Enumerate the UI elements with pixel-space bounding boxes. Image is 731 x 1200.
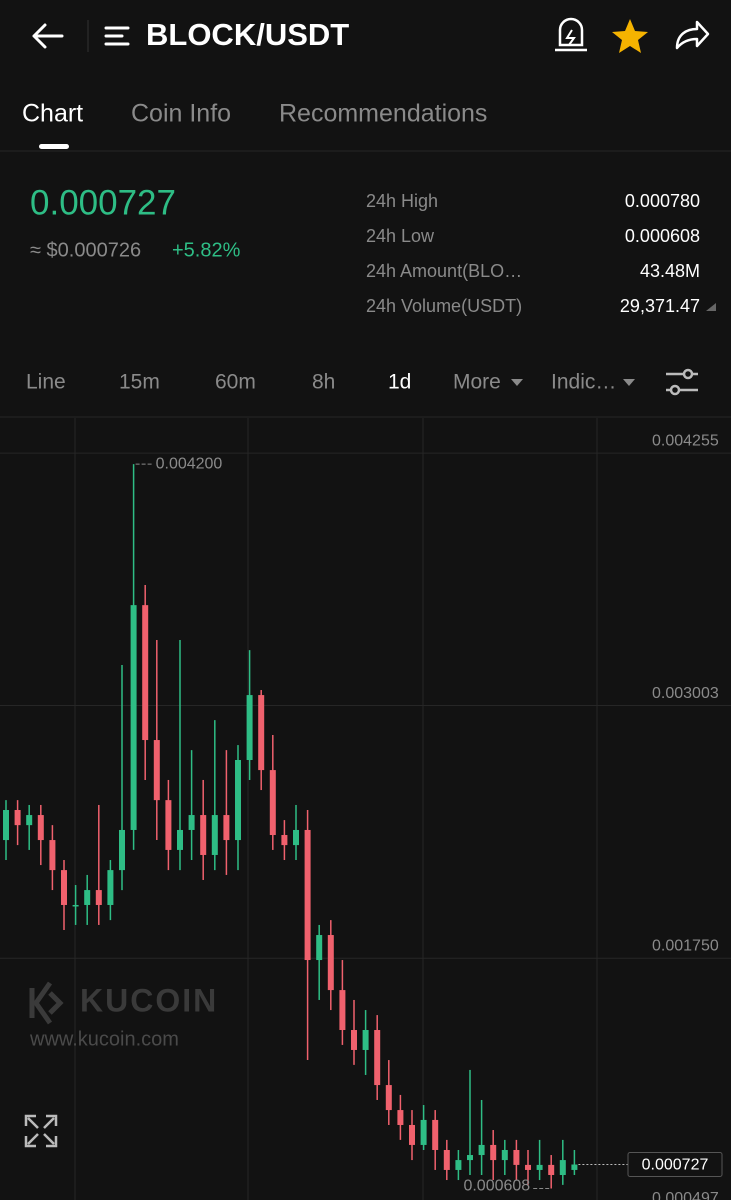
candle-body bbox=[397, 1110, 404, 1125]
timeframe[interactable]: Line bbox=[26, 371, 66, 394]
candle-body bbox=[235, 759, 241, 841]
settings-icon[interactable] bbox=[666, 368, 698, 396]
low-marker-label: 0.000608 bbox=[463, 1178, 530, 1195]
y-tick-label: 0.004255 bbox=[652, 432, 719, 449]
candle-body bbox=[536, 1164, 543, 1170]
candle-body bbox=[130, 605, 137, 830]
dropdown-caret bbox=[511, 379, 523, 386]
stat-value: 0.000780 bbox=[625, 191, 700, 211]
candle-body bbox=[559, 1160, 566, 1175]
timeframe[interactable]: 60m bbox=[215, 371, 256, 394]
candle-body bbox=[223, 815, 230, 841]
tab[interactable]: Recommendations bbox=[279, 100, 487, 128]
candle-body bbox=[153, 740, 160, 801]
y-tick-label: 0.001750 bbox=[652, 937, 719, 954]
timeframe[interactable]: 8h bbox=[312, 371, 335, 394]
candle-body bbox=[61, 870, 67, 905]
y-tick-label: 0.000497 bbox=[652, 1190, 719, 1200]
last-price: 0.000727 bbox=[30, 183, 176, 222]
candle-body bbox=[37, 815, 44, 841]
candle-body bbox=[339, 990, 346, 1031]
candle-body bbox=[467, 1155, 473, 1161]
candle-body bbox=[374, 1030, 381, 1086]
stat-value: 43.48M bbox=[640, 261, 700, 281]
candle-body bbox=[455, 1160, 462, 1170]
high-marker-label: 0.004200 bbox=[156, 455, 223, 472]
pair-title: BLOCK/USDT bbox=[146, 17, 349, 52]
price-change: +5.82% bbox=[172, 239, 241, 261]
candle-body bbox=[3, 810, 9, 841]
candle-body bbox=[246, 695, 253, 760]
tab[interactable]: Coin Info bbox=[131, 100, 231, 128]
candle-body bbox=[177, 829, 183, 850]
candle-body bbox=[443, 1149, 450, 1170]
candle-body bbox=[525, 1164, 531, 1170]
y-tick-label: 0.003003 bbox=[652, 685, 719, 702]
candle-body bbox=[258, 695, 265, 771]
stat-label: 24h Low bbox=[366, 226, 435, 246]
candle-body bbox=[327, 935, 334, 991]
candle-body bbox=[165, 800, 172, 850]
candle-body bbox=[26, 815, 33, 826]
candle-body bbox=[200, 815, 207, 855]
expand-caret[interactable] bbox=[706, 303, 716, 311]
fullscreen-button[interactable] bbox=[24, 1114, 58, 1148]
stat-label: 24h Volume(USDT) bbox=[366, 296, 522, 316]
vertical-grid bbox=[74, 418, 598, 1200]
candle-body bbox=[107, 870, 114, 905]
back-button[interactable] bbox=[32, 23, 64, 49]
candle-body bbox=[188, 815, 195, 830]
share-icon[interactable] bbox=[675, 20, 710, 50]
candle-body bbox=[432, 1119, 439, 1150]
candle-body bbox=[293, 829, 299, 846]
stat-label: 24h High bbox=[366, 191, 438, 211]
watermark-brand: KUCOIN bbox=[80, 982, 218, 1018]
candle-body bbox=[84, 890, 91, 905]
menu-icon[interactable] bbox=[104, 26, 130, 46]
fiat-price: ≈ $0.000726 bbox=[30, 239, 141, 261]
candle-body bbox=[211, 815, 218, 855]
tab-active[interactable]: Chart bbox=[22, 100, 83, 128]
candle-body bbox=[119, 829, 125, 871]
candle-body bbox=[316, 935, 323, 961]
timeframe-menu[interactable]: More bbox=[453, 371, 501, 394]
stat-value: 29,371.47 bbox=[620, 296, 700, 316]
candle-body bbox=[95, 890, 102, 905]
candle-body bbox=[409, 1124, 415, 1145]
candle-body bbox=[571, 1164, 578, 1170]
candle-body bbox=[362, 1030, 369, 1050]
favorite-star[interactable] bbox=[612, 19, 648, 53]
watermark-logo bbox=[29, 981, 64, 1025]
last-price-label: 0.000727 bbox=[642, 1157, 709, 1174]
candle-body bbox=[420, 1119, 427, 1145]
candle-body bbox=[501, 1149, 508, 1161]
timeframe-active[interactable]: 1d bbox=[388, 371, 411, 394]
candle-body bbox=[269, 770, 276, 836]
stat-value: 0.000608 bbox=[625, 226, 700, 246]
candle-body bbox=[14, 810, 21, 826]
indicator-menu[interactable]: Indic… bbox=[551, 371, 616, 394]
candle-body bbox=[281, 835, 288, 846]
alert-icon[interactable] bbox=[555, 17, 587, 52]
candle-body bbox=[142, 605, 149, 741]
watermark-url: www.kucoin.com bbox=[29, 1028, 179, 1050]
candle-body bbox=[490, 1144, 497, 1161]
candle-body bbox=[304, 829, 311, 961]
last-price-box bbox=[627, 1152, 723, 1178]
candle-body bbox=[72, 904, 79, 907]
candle-body bbox=[513, 1149, 520, 1165]
candle-body bbox=[385, 1085, 392, 1111]
timeframe[interactable]: 15m bbox=[119, 371, 160, 394]
candle-body bbox=[478, 1144, 485, 1156]
tab-indicator bbox=[39, 144, 69, 149]
candle-body bbox=[548, 1164, 555, 1175]
candle-body bbox=[351, 1030, 357, 1050]
candle-body bbox=[49, 840, 56, 871]
stat-label: 24h Amount(BLO… bbox=[366, 261, 522, 281]
dropdown-caret bbox=[623, 379, 635, 386]
